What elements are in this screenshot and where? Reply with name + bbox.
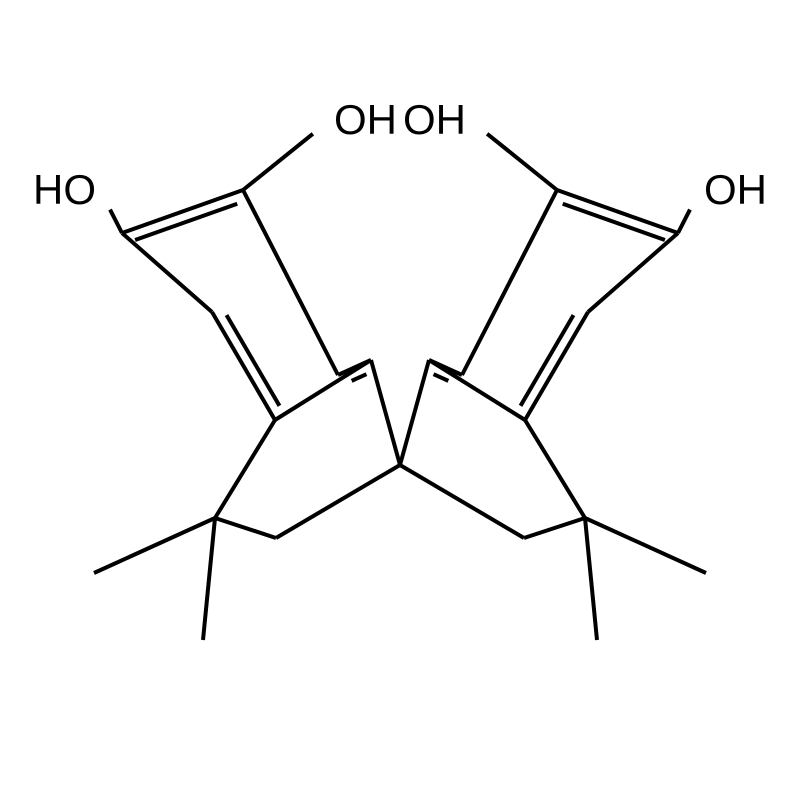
bond (94, 518, 215, 573)
bond (521, 315, 574, 406)
bond (215, 518, 276, 538)
bond (352, 374, 367, 381)
bond (243, 134, 313, 190)
atom-label: OH (334, 96, 397, 143)
bond (400, 360, 429, 465)
bond (525, 312, 588, 420)
bond (400, 465, 524, 538)
bond (122, 190, 243, 233)
bond (276, 465, 400, 538)
bond (338, 360, 371, 375)
molecule-diagram: OHHOOHOH (0, 0, 800, 800)
bond (487, 134, 557, 190)
bond (203, 518, 215, 640)
bond (557, 190, 678, 233)
bond (243, 190, 338, 375)
bond (122, 233, 212, 312)
bond (429, 360, 525, 420)
bond (429, 360, 462, 375)
atom-label: HO (33, 166, 96, 213)
bond (371, 360, 400, 465)
bond (434, 374, 449, 381)
atom-label: OH (704, 166, 767, 213)
atom-label: OH (403, 96, 466, 143)
bond (524, 518, 585, 538)
bond (585, 518, 597, 640)
bond (678, 210, 690, 233)
bond (585, 518, 706, 573)
bond (588, 233, 678, 312)
bond (215, 420, 275, 518)
bond (227, 315, 280, 406)
bond (525, 420, 585, 518)
bond (110, 210, 122, 233)
bond (462, 190, 557, 375)
bond (275, 360, 371, 420)
bond (212, 312, 275, 420)
